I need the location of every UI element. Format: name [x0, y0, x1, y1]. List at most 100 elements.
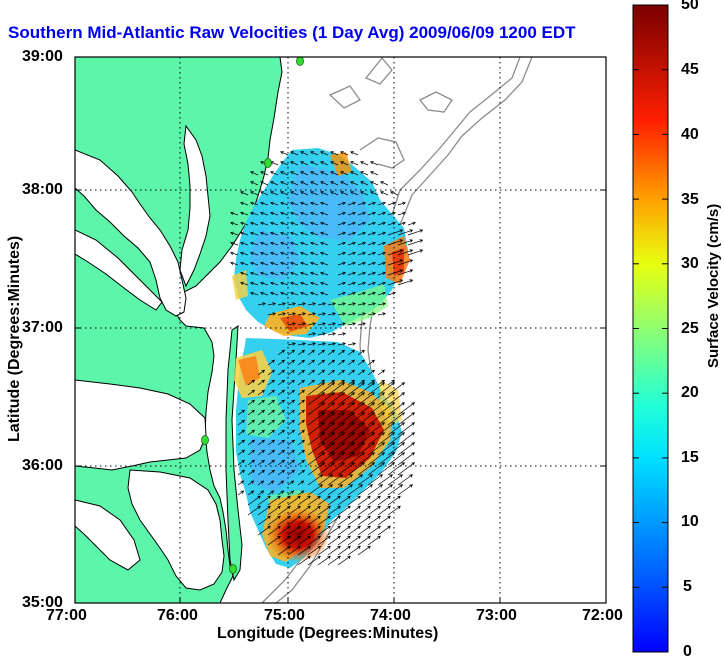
velocity-vectors [230, 151, 424, 566]
velocity-arrow [387, 462, 406, 476]
velocity-arrow [270, 281, 279, 286]
velocity-arrow [317, 402, 336, 416]
velocity-arrow [330, 151, 339, 156]
velocity-arrow [367, 379, 376, 386]
velocity-arrow [230, 221, 239, 226]
velocity-arrow [367, 432, 386, 446]
plot-title: Southern Mid-Atlantic Raw Velocities (1 … [8, 23, 576, 42]
velocity-arrow [397, 249, 414, 256]
velocity-arrow [237, 429, 246, 436]
velocity-arrow [300, 251, 309, 256]
velocity-arrow [337, 271, 346, 276]
velocity-arrow [357, 221, 366, 226]
velocity-arrow [320, 171, 329, 176]
velocity-arrow [320, 291, 329, 296]
velocity-arrow [277, 359, 286, 366]
velocity-arrow [317, 379, 326, 386]
velocity-arrow [367, 422, 386, 436]
velocity-arrow [290, 211, 299, 216]
velocity-arrow [357, 505, 371, 516]
velocity-arrow [340, 171, 349, 176]
velocity-arrow [327, 369, 336, 376]
velocity-arrow [357, 302, 366, 306]
velocity-arrow [347, 422, 366, 436]
velocity-arrow [317, 382, 336, 396]
velocity-arrow [357, 291, 366, 296]
velocity-arrow [257, 302, 266, 306]
velocity-arrow [250, 201, 259, 206]
x-tick-label: 74:00 [370, 607, 411, 624]
velocity-arrow [347, 302, 356, 306]
velocity-arrow [347, 442, 366, 456]
velocity-arrow [360, 191, 369, 196]
velocity-arrow [297, 399, 306, 406]
velocity-arrow [257, 419, 266, 426]
velocity-arrow [337, 332, 346, 336]
velocity-arrow [337, 392, 356, 406]
velocity-arrow [257, 399, 266, 406]
velocity-arrow [327, 392, 346, 406]
velocity-arrow [320, 151, 329, 156]
radar-stations [201, 57, 304, 574]
velocity-arrow [347, 359, 356, 366]
velocity-arrow [317, 392, 336, 406]
velocity-arrow [327, 422, 346, 436]
velocity-arrow [267, 379, 276, 386]
colorbar-tick-label: 45 [681, 61, 699, 78]
velocity-arrow [317, 484, 333, 496]
velocity-arrow [267, 409, 276, 416]
velocity-arrow [290, 271, 299, 276]
velocity-arrow [337, 359, 346, 366]
velocity-arrow [387, 452, 406, 466]
velocity-arrow [287, 480, 295, 486]
velocity-arrow [287, 490, 295, 496]
velocity-arrow [287, 495, 301, 506]
velocity-arrow [377, 379, 386, 386]
velocity-arrow [357, 281, 366, 286]
velocity-arrow [337, 505, 351, 516]
axis-ticks [75, 189, 606, 603]
velocity-arrow [367, 291, 376, 296]
velocity-arrow [317, 322, 326, 326]
velocity-arrow [327, 322, 336, 326]
velocity-arrow [337, 432, 356, 446]
velocity-arrow [290, 151, 299, 156]
velocity-arrow [370, 171, 379, 176]
velocity-arrow [317, 515, 331, 526]
velocity-arrow [270, 181, 279, 186]
velocity-arrow [250, 171, 259, 176]
velocity-arrow [357, 271, 366, 276]
velocity-arrow [270, 191, 279, 196]
velocity-arrow [260, 241, 269, 246]
velocity-arrow [337, 422, 356, 436]
velocity-arrow [290, 201, 299, 206]
velocity-arrow [270, 231, 279, 236]
velocity-arrow [307, 422, 326, 436]
velocity-arrow [247, 480, 255, 486]
velocity-arrow [317, 342, 326, 346]
velocity-arrow [320, 211, 329, 216]
velocity-arrow [327, 332, 336, 336]
velocity-arrow [247, 439, 256, 446]
velocity-arrow [350, 151, 359, 156]
velocity-arrow [357, 442, 376, 456]
velocity-arrow [357, 462, 376, 476]
colorbar-tick-label: 40 [681, 126, 699, 143]
velocity-arrow [367, 392, 386, 406]
velocity-arrow [240, 191, 249, 196]
y-tick-label: 35:00 [22, 594, 63, 611]
velocity-arrow [367, 261, 376, 266]
velocity-arrow [307, 302, 316, 306]
velocity-arrow [300, 171, 309, 176]
velocity-arrow [300, 161, 309, 166]
velocity-arrow [367, 474, 383, 486]
velocity-arrow [327, 412, 346, 426]
velocity-arrow [407, 229, 424, 236]
velocity-arrow [337, 291, 346, 296]
velocity-arrow [270, 201, 279, 206]
x-tick-label: 73:00 [476, 607, 517, 624]
velocity-arrow [297, 379, 306, 386]
velocity-arrow [347, 291, 356, 296]
velocity-arrow [257, 449, 266, 456]
